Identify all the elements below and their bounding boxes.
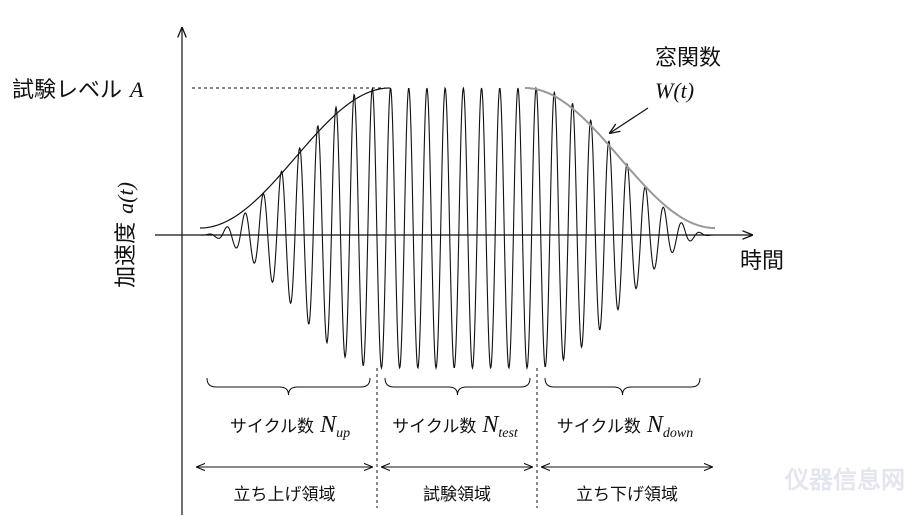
window-symbol: W(t) bbox=[655, 78, 694, 103]
region-label: 立ち上げ領域 bbox=[234, 485, 336, 504]
cycles-subscript: test bbox=[498, 426, 519, 441]
y-axis-title: 加速度 bbox=[113, 222, 138, 288]
region-label: 立ち下げ領域 bbox=[576, 485, 678, 504]
cycles-symbol: N bbox=[646, 412, 665, 438]
y-axis-symbol: a(t) bbox=[113, 182, 138, 214]
y-axis-label: 加速度 a(t) bbox=[113, 182, 138, 288]
cycles-text: サイクル数 bbox=[392, 417, 476, 436]
waveform bbox=[200, 86, 715, 371]
cycles-text: サイクル数 bbox=[557, 417, 641, 436]
cycles-symbol: N bbox=[481, 412, 500, 438]
window-function: 窓関数 bbox=[655, 45, 721, 70]
brace bbox=[384, 377, 531, 396]
cycles-symbol: N bbox=[319, 412, 338, 438]
cycles-text: サイクル数 bbox=[230, 417, 314, 436]
pointer-arrow bbox=[610, 107, 649, 133]
region-label: 試験領域 bbox=[423, 485, 491, 504]
drawing: サイクル数 Nup 立ち上げ領域 サイクル数 Ntest 試験領域 サイクル数 Ndown 立ち… bbox=[197, 86, 716, 504]
brace bbox=[544, 377, 701, 396]
cycles-label: サイクル数 Ndown bbox=[557, 412, 694, 441]
cycles-label: サイクル数 Nup bbox=[230, 412, 350, 441]
cycles-subscript: down bbox=[663, 426, 693, 441]
envelope bbox=[199, 87, 391, 229]
cycles-subscript: up bbox=[336, 426, 350, 441]
cycles-label: サイクル数 Ntest bbox=[392, 412, 519, 441]
x-axis-label: 時間 bbox=[740, 248, 784, 273]
test-level-label: 試験レベル A bbox=[12, 77, 144, 102]
brace bbox=[206, 377, 371, 396]
amplitude-symbol: A bbox=[128, 77, 144, 102]
watermark: 仪器信息网 bbox=[784, 466, 905, 494]
envelope bbox=[524, 87, 716, 229]
test-level: 試験レベル bbox=[12, 77, 122, 102]
